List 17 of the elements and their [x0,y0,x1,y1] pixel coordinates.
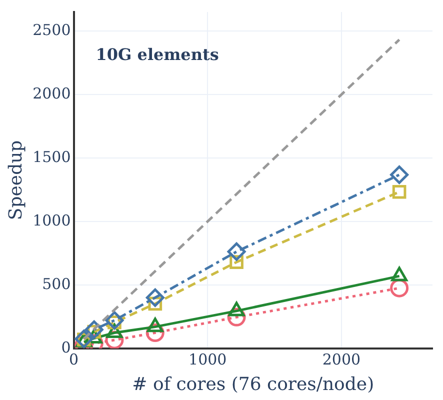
point [84,320,104,339]
annotation: 10G elements [96,45,219,64]
y-tick-label: 2000 [32,84,71,102]
x-axis-title: # of cores (76 cores/node) [132,374,374,395]
x-tick-label: 2000 [322,350,361,368]
point [105,311,124,330]
y-axis-title: Speedup [5,140,26,220]
x-tick-label: 1000 [188,350,227,368]
y-tick-label: 1000 [32,211,71,230]
point [390,165,409,184]
point [227,242,246,261]
point [146,288,164,307]
y-tick-label: 0 [61,338,71,356]
y-tick-label: 1500 [32,148,71,166]
y-tick-label: 500 [42,274,71,293]
y-tick-label: 2500 [32,20,71,39]
point [392,184,406,199]
